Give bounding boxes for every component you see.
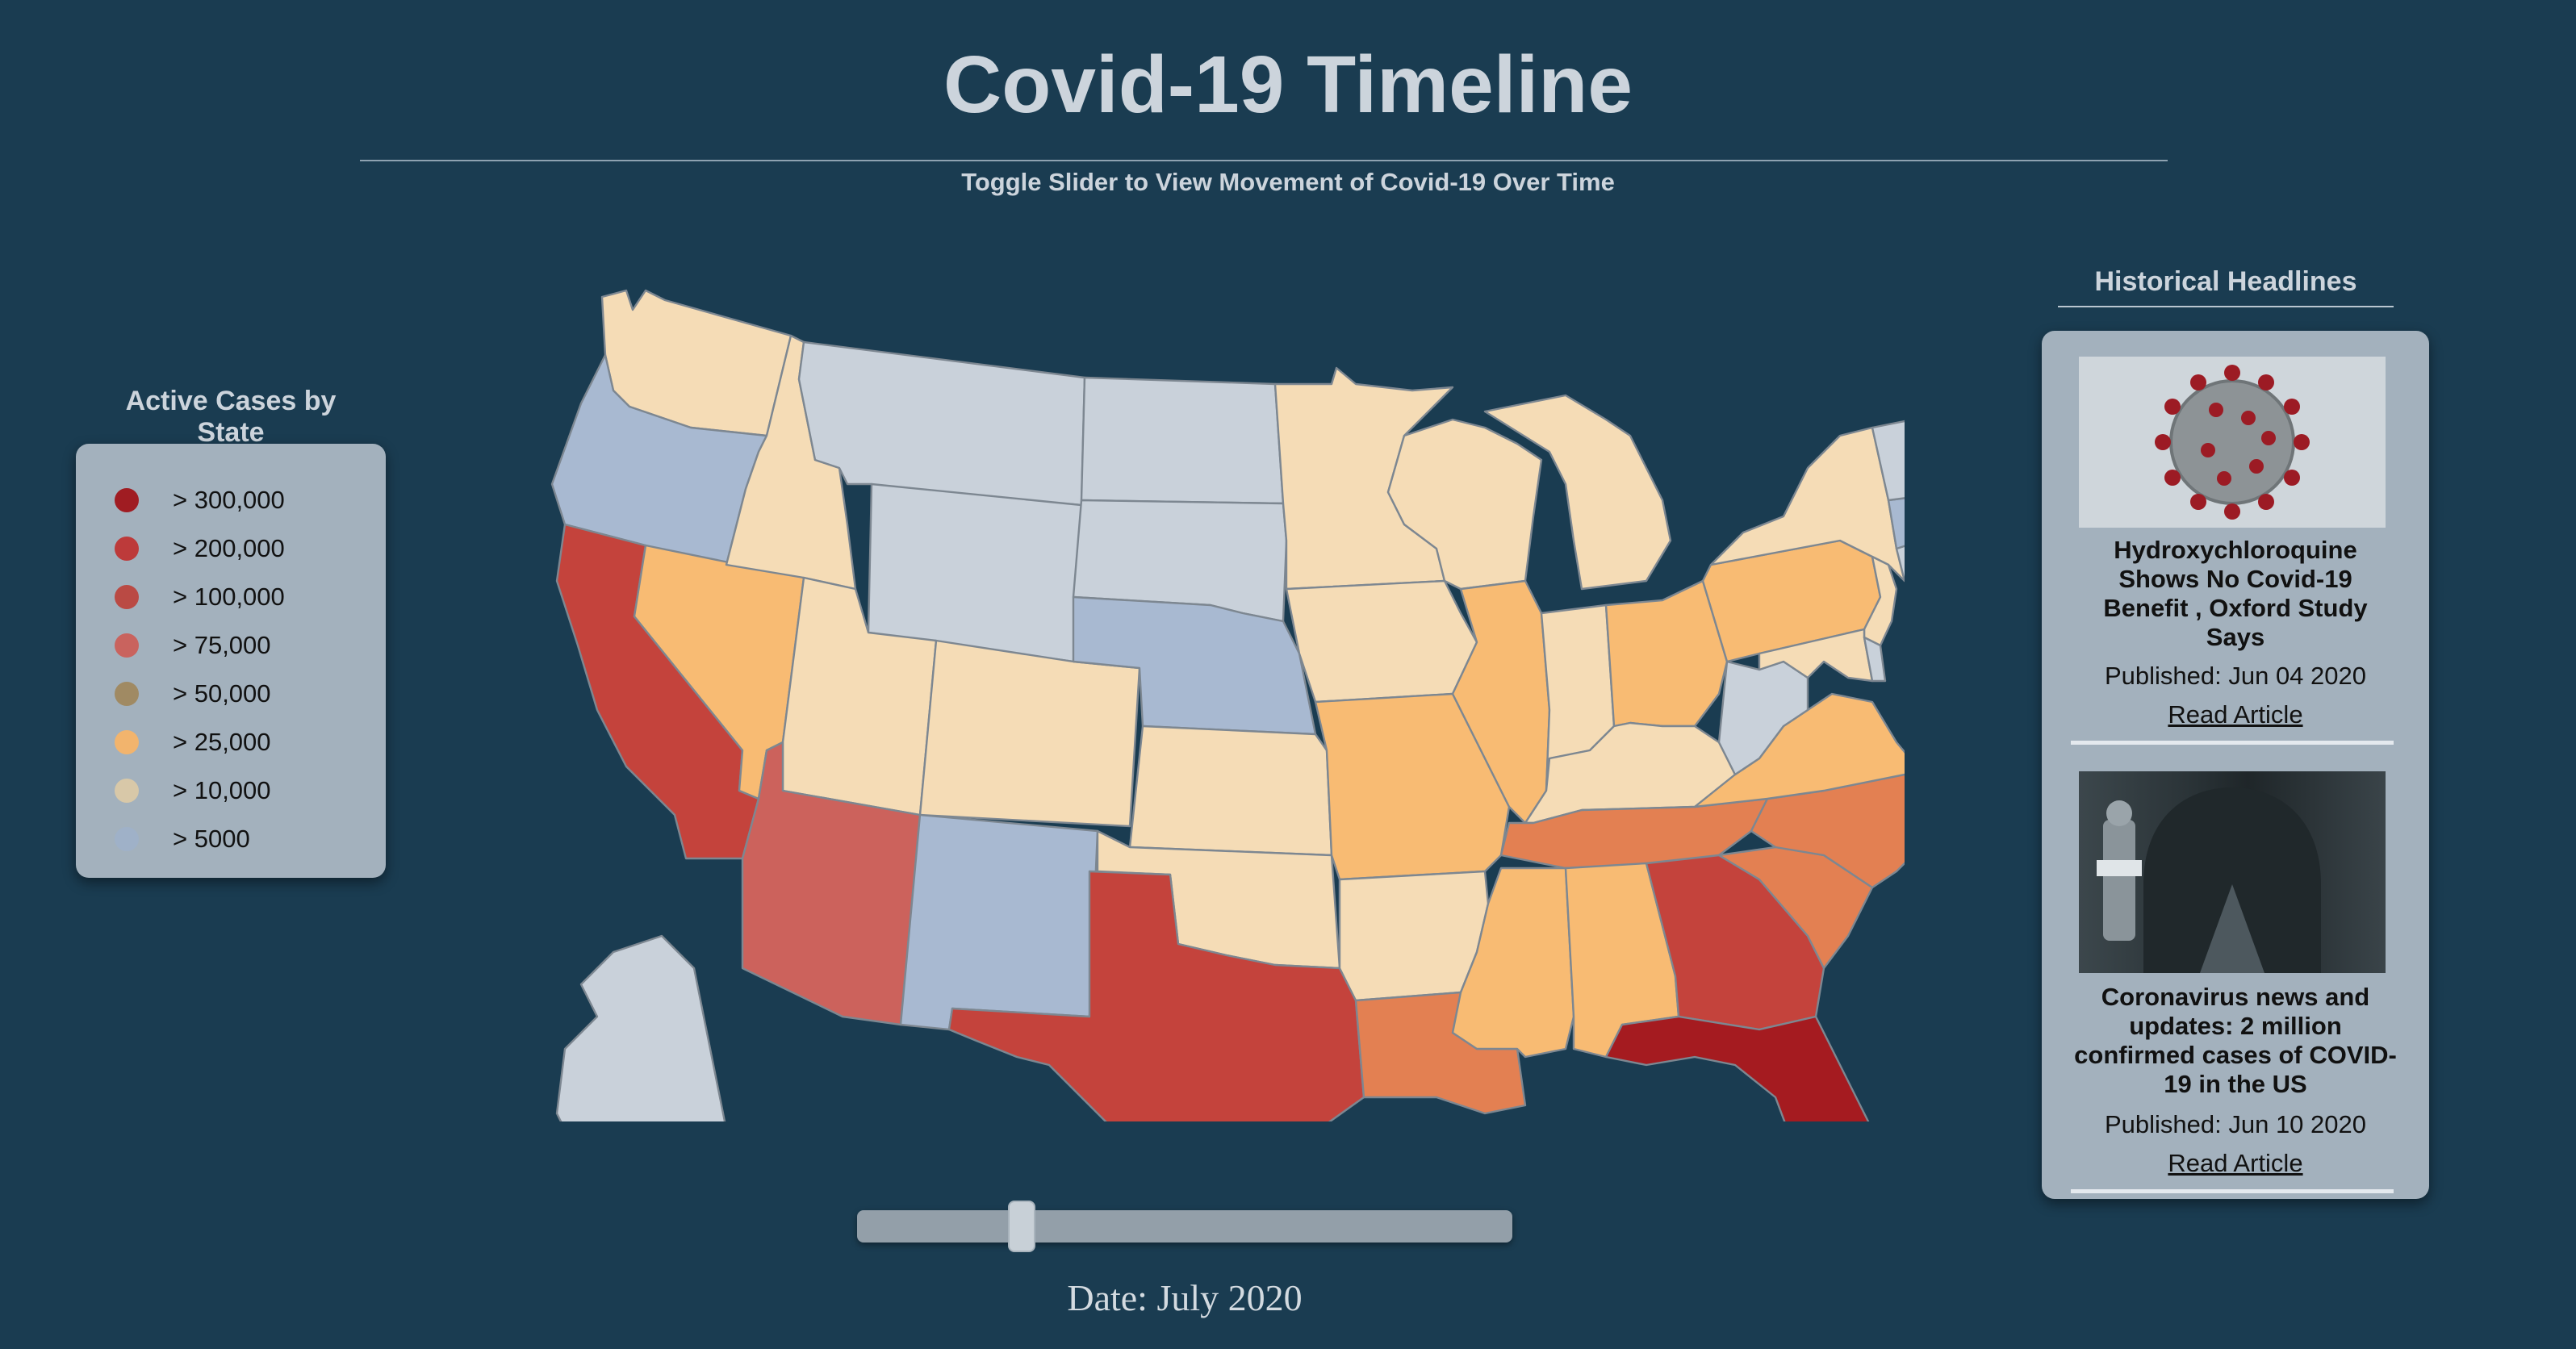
state-de[interactable] — [1863, 636, 1887, 683]
legend-label: > 5000 — [173, 825, 250, 853]
state-il[interactable] — [1451, 579, 1551, 825]
legend-label: > 10,000 — [173, 776, 271, 804]
legend-dot — [115, 827, 139, 851]
date-label: Date: July 2020 — [1067, 1277, 1303, 1318]
read-article-link[interactable]: Read Article — [2168, 1149, 2303, 1177]
legend-item: > 75,000 — [76, 621, 386, 670]
us-map[interactable] — [533, 258, 2060, 1260]
headlines-title: Historical Headlines — [2058, 266, 2394, 307]
legend-label: > 300,000 — [173, 486, 285, 514]
state-mi[interactable] — [1483, 394, 1672, 591]
title-divider — [360, 160, 2168, 161]
article-divider — [2071, 1189, 2394, 1193]
legend-label: > 200,000 — [173, 534, 285, 562]
date-slider[interactable] — [857, 1201, 1512, 1252]
article-title: Hydroxychloroquine Shows No Covid-19 Ben… — [2103, 536, 2368, 651]
legend-dot — [115, 730, 139, 754]
legend-item: > 10,000 — [76, 766, 386, 815]
state-nd[interactable] — [1080, 376, 1285, 505]
article-image-virus — [2079, 357, 2386, 528]
state-ia[interactable] — [1285, 579, 1478, 704]
read-article-link[interactable]: Read Article — [2168, 700, 2303, 729]
legend-dot — [115, 585, 139, 609]
slider-track[interactable] — [857, 1210, 1512, 1242]
state-ne[interactable] — [1072, 595, 1317, 736]
legend-dot — [115, 682, 139, 706]
legend-dot — [115, 779, 139, 803]
page-title: Covid-19 Timeline — [943, 40, 1633, 130]
state-wy[interactable] — [867, 482, 1083, 663]
state-co[interactable] — [918, 639, 1141, 828]
state-wv[interactable] — [1717, 660, 1809, 776]
legend-item: > 5000 — [76, 815, 386, 863]
state-ks[interactable] — [1128, 725, 1333, 857]
page-subtitle: Toggle Slider to View Movement of Covid-… — [961, 168, 1615, 196]
headlines-panel: Hydroxychloroquine Shows No Covid-19 Ben… — [2042, 331, 2429, 1199]
slider-thumb[interactable] — [1007, 1201, 1035, 1252]
legend-label: > 25,000 — [173, 728, 271, 756]
article-date: Published: Jun 04 2020 — [2104, 662, 2367, 690]
legend-dot — [115, 633, 139, 658]
legend-title: Active Cases by State — [89, 386, 373, 457]
legend-label: > 100,000 — [173, 583, 285, 611]
legend-item: > 300,000 — [76, 476, 386, 524]
legend-label: > 75,000 — [173, 631, 271, 659]
article-title: Coronavirus news and updates: 2 million … — [2074, 983, 2397, 1098]
article-divider — [2071, 741, 2394, 745]
legend-label: > 50,000 — [173, 679, 271, 708]
state-nm[interactable] — [899, 813, 1099, 1031]
state-fl[interactable] — [1604, 1015, 1898, 1252]
legend-item: > 100,000 — [76, 573, 386, 621]
state-ms[interactable] — [1451, 867, 1575, 1059]
legend-panel: > 300,000 > 200,000 > 100,000 > 75,000 >… — [76, 444, 386, 878]
article-date: Published: Jun 10 2020 — [2104, 1110, 2367, 1138]
article-image-street — [2079, 771, 2386, 973]
legend-item: > 200,000 — [76, 524, 386, 573]
legend-item: > 50,000 — [76, 670, 386, 718]
state-md[interactable] — [1758, 628, 1874, 683]
legend-item: > 25,000 — [76, 718, 386, 766]
legend-dot — [115, 537, 139, 561]
legend-dot — [115, 488, 139, 512]
